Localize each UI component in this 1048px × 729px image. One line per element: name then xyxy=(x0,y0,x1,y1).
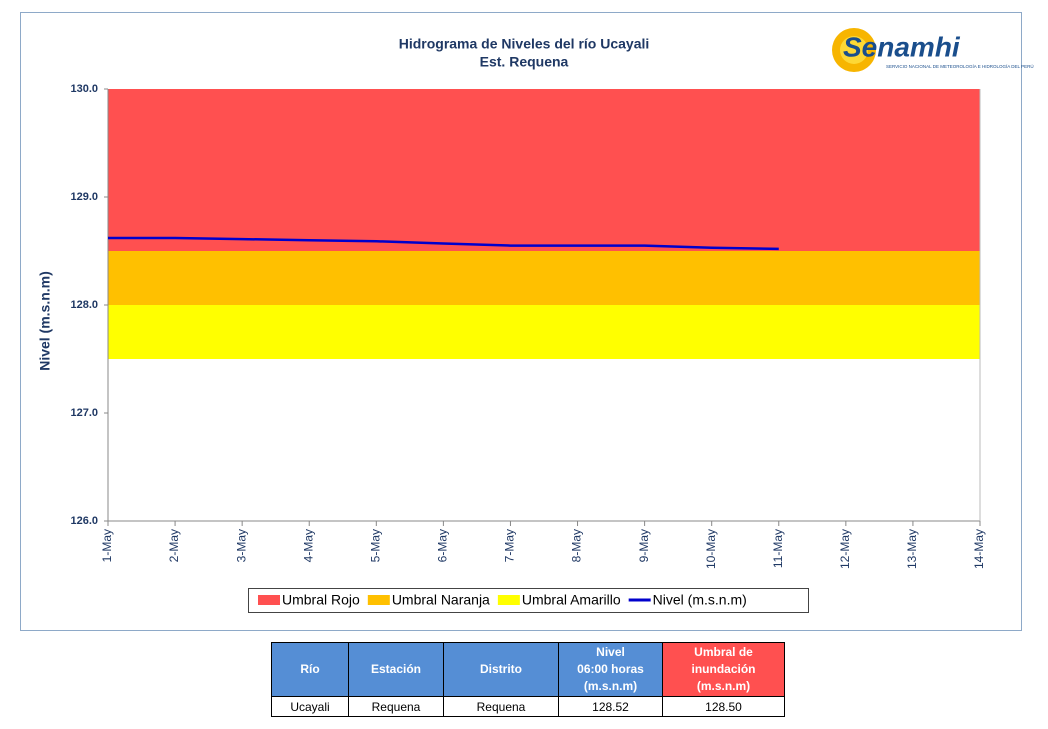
x-tick-label: 10-May xyxy=(704,529,718,569)
legend-swatch xyxy=(258,595,280,605)
threshold-band xyxy=(108,89,980,251)
x-tick-label: 1-May xyxy=(100,529,114,562)
header-cell: Distrito xyxy=(443,642,559,697)
x-tick-label: 5-May xyxy=(368,529,382,562)
chart-subtitle: Est. Requena xyxy=(480,54,569,70)
x-tick-label: 3-May xyxy=(234,529,248,562)
x-tick-label: 14-May xyxy=(972,529,986,569)
threshold-band xyxy=(108,251,980,305)
legend-label: Umbral Naranja xyxy=(392,592,490,608)
y-tick-label: 129.0 xyxy=(70,191,98,203)
x-tick-label: 4-May xyxy=(301,529,315,562)
y-tick-label: 130.0 xyxy=(70,83,98,95)
legend-swatch xyxy=(497,595,520,605)
y-tick-label: 126.0 xyxy=(70,515,98,527)
cell: Ucayali xyxy=(271,696,349,717)
x-tick-label: 2-May xyxy=(167,529,181,562)
cell: Requena xyxy=(348,696,444,717)
header-cell: Estación xyxy=(348,642,444,697)
legend-swatch xyxy=(367,595,390,605)
y-tick-label: 127.0 xyxy=(70,407,98,419)
cell: 128.52 xyxy=(558,696,663,717)
logo: Senamhi SERVICIO NACIONAL DE METEOROLOGÍ… xyxy=(832,28,1034,72)
header-cell: Umbral de inundación (m.s.n.m) xyxy=(662,642,785,697)
series-line xyxy=(108,236,779,251)
logo-name: Senamhi xyxy=(843,31,961,62)
legend-box xyxy=(248,588,809,613)
logo-tagline: SERVICIO NACIONAL DE METEOROLOGÍA E HIDR… xyxy=(886,63,1034,69)
cell: Requena xyxy=(443,696,559,717)
chart-title: Hidrograma de Niveles del río Ucayali xyxy=(399,36,650,52)
cell: 128.50 xyxy=(662,696,785,717)
x-tick-label: 6-May xyxy=(436,529,450,562)
x-tick-label: 12-May xyxy=(838,529,852,569)
y-axis-label: Nivel (m.s.n.m) xyxy=(37,271,53,371)
x-tick-label: 8-May xyxy=(570,529,584,562)
legend-label: Nivel (m.s.n.m) xyxy=(653,592,747,608)
header-cell: Nivel 06:00 horas (m.s.n.m) xyxy=(558,642,663,697)
x-tick-label: 11-May xyxy=(771,529,785,568)
y-tick-label: 128.0 xyxy=(70,299,98,311)
legend-label: Umbral Amarillo xyxy=(522,592,621,608)
x-tick-label: 13-May xyxy=(905,529,919,569)
x-tick-label: 9-May xyxy=(637,529,651,562)
x-tick-label: 7-May xyxy=(503,529,517,562)
threshold-band xyxy=(108,305,980,359)
header-cell: Río xyxy=(271,642,349,697)
legend-label: Umbral Rojo xyxy=(282,592,360,608)
data-table: Río Estación Distrito Nivel 06:00 horas … xyxy=(271,642,785,717)
